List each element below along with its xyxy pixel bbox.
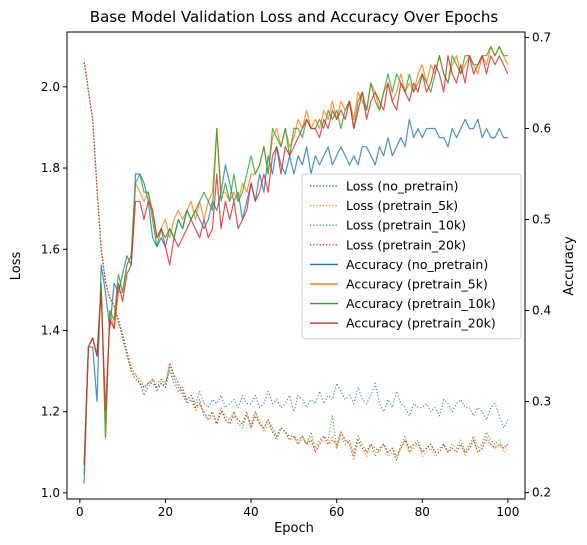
left-y-tick-label: 2.0 [41,80,60,94]
x-axis-ticks: 0 20 40 60 80 100 [76,499,519,519]
right-y-tick-label: 0.3 [532,395,551,409]
series-line-loss-pretrain-10k [83,62,509,461]
series-line-accuracy-pretrain-20k [83,55,509,466]
legend-label: Loss (no_pretrain) [346,179,459,194]
right-y-tick-label: 0.7 [532,30,551,44]
legend-label: Loss (pretrain_5k) [346,198,458,213]
left-y-axis-ticks: 1.0 1.2 1.4 1.6 1.8 2.0 [41,80,67,500]
legend-label: Accuracy (pretrain_5k) [346,277,488,292]
chart-title: Base Model Validation Loss and Accuracy … [90,8,499,26]
series-line-accuracy-pretrain-10k [83,45,508,475]
legend-label: Accuracy (pretrain_20k) [346,316,496,331]
series-line-accuracy-no-pretrain [83,118,508,484]
legend-label: Loss (pretrain_10k) [346,218,466,233]
left-y-tick-label: 1.8 [41,161,60,175]
right-y-tick-label: 0.6 [532,121,551,135]
x-tick-label: 60 [329,505,344,519]
right-y-tick-label: 0.4 [532,304,551,318]
legend-label: Accuracy (pretrain_10k) [346,296,496,311]
right-y-axis-label: Accuracy [562,236,577,296]
x-tick-label: 40 [243,505,258,519]
legend-label: Accuracy (no_pretrain) [346,257,488,272]
left-y-tick-label: 1.4 [41,323,60,337]
left-y-tick-label: 1.6 [41,242,60,256]
right-y-tick-label: 0.2 [532,486,551,500]
x-tick-label: 80 [415,505,430,519]
x-tick-label: 20 [158,505,173,519]
x-axis-label: Epoch [274,521,314,536]
series-line-loss-pretrain-20k [83,62,509,457]
right-y-axis-ticks: 0.2 0.3 0.4 0.5 0.6 0.7 [525,30,551,500]
x-tick-label: 100 [496,505,519,519]
left-y-tick-label: 1.0 [41,486,60,500]
x-tick-label: 0 [76,505,84,519]
right-y-tick-label: 0.5 [532,213,551,227]
left-y-tick-label: 1.2 [41,405,60,419]
plot-series-group [83,45,509,484]
chart-legend: Loss (no_pretrain) Loss (pretrain_5k) Loss… [301,173,522,340]
legend-label: Loss (pretrain_20k) [346,237,466,252]
left-y-axis-label: Loss [9,252,24,281]
plot-frame [66,31,526,500]
legend-box [301,173,522,340]
